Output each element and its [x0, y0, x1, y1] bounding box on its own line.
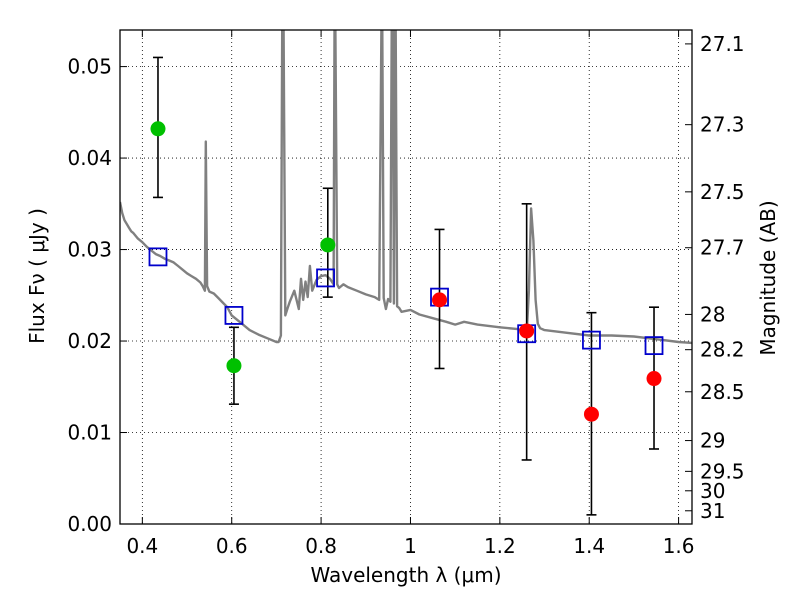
x-tick-label: 1 — [404, 534, 417, 558]
data-point — [320, 237, 336, 253]
marker-layer — [148, 121, 664, 422]
y-tick-label: 0.03 — [67, 238, 112, 262]
mag-tick-label: 27.3 — [700, 113, 745, 137]
data-point — [150, 121, 166, 137]
y-tick-label: 0.01 — [67, 421, 112, 445]
mag-tick-label: 27.7 — [700, 236, 745, 260]
mag-tick-label: 27.1 — [700, 32, 745, 56]
data-point — [519, 323, 535, 339]
sed-curve — [120, 30, 692, 345]
data-point — [583, 406, 599, 422]
x-tick-label: 1.4 — [573, 534, 605, 558]
mag-tick-label: 30 — [700, 479, 725, 503]
model-square — [316, 268, 335, 288]
data-point — [226, 358, 242, 374]
right-axis-label: Magnitude (AB) — [756, 200, 780, 355]
data-point — [646, 371, 662, 387]
mag-tick-label: 28 — [700, 302, 725, 326]
model-square — [148, 247, 168, 267]
y-tick-label: 0.04 — [67, 146, 112, 170]
data-point — [432, 292, 448, 308]
model-square — [224, 306, 244, 325]
mag-tick-label: 28.5 — [700, 380, 745, 404]
x-axis-label: Wavelength λ (μm) — [310, 563, 501, 587]
sed-curve-layer — [120, 30, 692, 345]
y-tick-label: 0.02 — [67, 329, 112, 353]
bottom-axis: 0.4 0.6 0.8 1 1.2 1.4 1.6 — [126, 30, 695, 558]
y-tick-label: 0.00 — [67, 512, 112, 536]
mag-tick-label: 27.5 — [700, 180, 745, 204]
x-tick-label: 1.6 — [663, 534, 695, 558]
model-square — [582, 330, 601, 350]
errorbar-layer — [152, 56, 660, 516]
plot-frame — [119, 29, 693, 525]
x-tick-label: 1.2 — [484, 534, 516, 558]
mag-tick-label: 29 — [700, 429, 725, 453]
left-axis: 0.00 0.01 0.02 0.03 0.04 0.05 — [67, 55, 127, 536]
model-square — [644, 336, 664, 356]
y-axis-label: Flux Fν ( μJy ) — [25, 208, 49, 344]
mag-tick-label: 29.5 — [700, 459, 745, 483]
x-tick-label: 0.4 — [126, 534, 158, 558]
x-tick-label: 0.8 — [305, 534, 337, 558]
mag-tick-label: 31 — [700, 499, 725, 523]
x-tick-label: 0.6 — [216, 534, 248, 558]
y-tick-label: 0.05 — [67, 55, 112, 79]
mag-tick-label: 28.2 — [700, 338, 745, 362]
